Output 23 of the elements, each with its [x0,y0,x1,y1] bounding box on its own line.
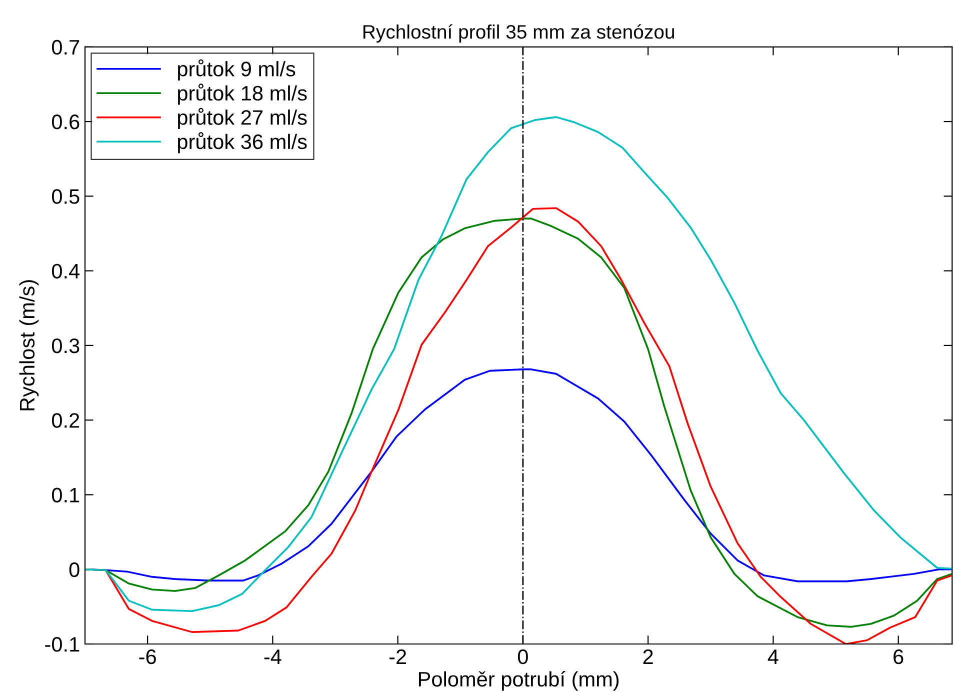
y-tick-label: 0.1 [52,488,80,502]
x-tick-label: -2 [389,649,406,664]
chart-title: Rychlostní profil 35 mm za stenózou [363,24,674,43]
x-tick-label: 2 [643,649,653,664]
y-tick-label: 0.7 [52,40,80,55]
y-tick-label: -0.1 [45,637,80,652]
x-tick-label: -4 [264,650,282,664]
legend-label: průtok 27 ml/s [178,108,307,129]
legend-label: průtok 36 ml/s [178,132,307,154]
y-axis-title: Rychlost (m/s) [19,280,39,410]
y-tick-label: 0 [69,562,80,578]
legend-label: průtok 9 ml/s [178,59,296,81]
y-tick-label: 0.4 [52,264,80,279]
y-tick-label: 0.3 [52,338,80,354]
y-tick-label: 0.5 [52,189,80,204]
x-axis-title: Poloměr potrubí (mm) [418,671,619,691]
y-tick-label: 0.6 [52,114,80,130]
x-tick-label: 4 [768,650,778,664]
y-tick-label: 0.2 [52,413,80,428]
legend-label: průtok 18 ml/s [178,84,307,105]
x-tick-label: -6 [139,649,156,664]
x-tick-label: 6 [894,649,904,664]
x-tick-label: 0 [518,649,528,664]
